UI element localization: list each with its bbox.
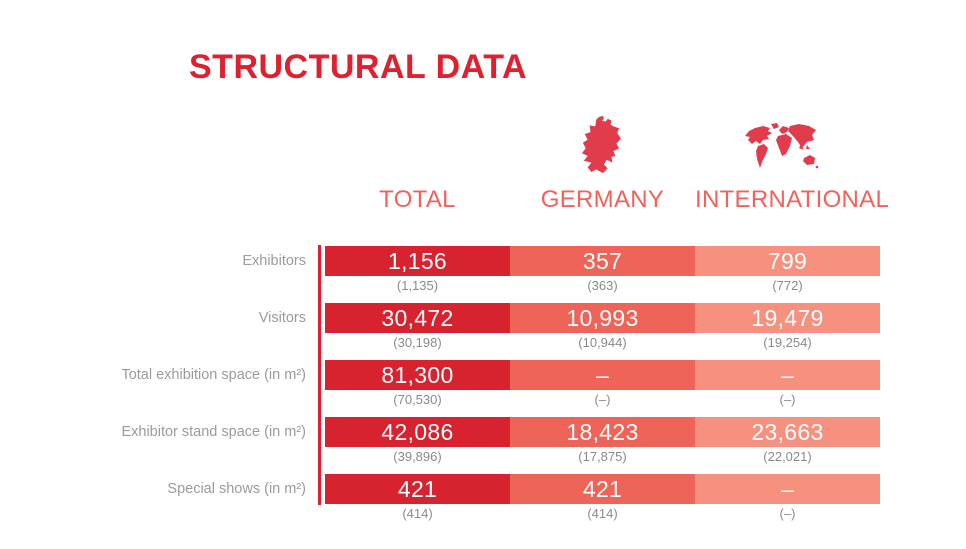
previous-value-international: (–): [779, 392, 796, 407]
previous-value-international: (22,021): [763, 449, 812, 464]
structural-data-table: Exhibitors 1,156 357 799 (1,135) (363) (…: [0, 245, 966, 531]
previous-value-germany: (17,875): [578, 449, 627, 464]
previous-value-germany: (363): [587, 278, 618, 293]
previous-value-international: (772): [772, 278, 803, 293]
previous-value-germany: (10,944): [578, 335, 627, 350]
page-title: STRUCTURAL DATA: [189, 48, 528, 86]
previous-value-international: (–): [779, 506, 796, 521]
world-map-icon: [740, 123, 820, 171]
previous-value-germany: (–): [594, 392, 611, 407]
row-label: Special shows (in m²): [167, 481, 306, 497]
value-bar: 1,156 357 799: [325, 246, 966, 276]
previous-value-total: (39,896): [393, 449, 442, 464]
previous-values: (1,135) (363) (772): [325, 276, 966, 295]
value-cell-total: 81,300: [325, 360, 510, 390]
value-bar: 30,472 10,993 19,479: [325, 303, 966, 333]
column-header-international: INTERNATIONAL: [695, 186, 890, 213]
column-header-total: TOTAL: [379, 186, 456, 213]
germany-map-icon: [580, 113, 622, 176]
previous-value-international: (19,254): [763, 335, 812, 350]
previous-value-total: (414): [402, 506, 433, 521]
previous-value-total: (1,135): [396, 278, 439, 293]
table-row-visitors: Visitors 30,472 10,993 19,479 (30,198) (…: [0, 303, 966, 352]
value-cell-germany: –: [510, 360, 695, 390]
value-cell-total: 421: [325, 474, 510, 504]
value-cell-germany: 421: [510, 474, 695, 504]
previous-value-germany: (414): [587, 506, 618, 521]
value-cell-germany: 357: [510, 246, 695, 276]
value-bar: 421 421 –: [325, 474, 966, 504]
value-cell-international: 19,479: [695, 303, 880, 333]
column-header-germany: GERMANY: [540, 186, 665, 213]
value-bar: 42,086 18,423 23,663: [325, 417, 966, 447]
row-label: Total exhibition space (in m²): [121, 367, 306, 383]
value-cell-total: 1,156: [325, 246, 510, 276]
table-row-total-exhibition-space: Total exhibition space (in m²) 81,300 – …: [0, 360, 966, 409]
value-cell-total: 42,086: [325, 417, 510, 447]
previous-value-total: (30,198): [393, 335, 442, 350]
value-cell-germany: 10,993: [510, 303, 695, 333]
previous-values: (70,530) (–) (–): [325, 390, 966, 409]
row-label: Exhibitors: [242, 253, 306, 269]
previous-values: (414) (414) (–): [325, 504, 966, 523]
value-cell-international: –: [695, 474, 880, 504]
value-cell-international: 799: [695, 246, 880, 276]
row-label: Exhibitor stand space (in m²): [121, 424, 306, 440]
value-cell-international: –: [695, 360, 880, 390]
previous-value-total: (70,530): [393, 392, 442, 407]
row-label: Visitors: [258, 310, 306, 326]
table-row-exhibitor-stand-space: Exhibitor stand space (in m²) 42,086 18,…: [0, 417, 966, 466]
table-row-special-shows: Special shows (in m²) 421 421 – (414) (4…: [0, 474, 966, 523]
value-bar: 81,300 – –: [325, 360, 966, 390]
table-axis-line: [318, 245, 321, 505]
value-cell-international: 23,663: [695, 417, 880, 447]
previous-values: (30,198) (10,944) (19,254): [325, 333, 966, 352]
table-row-exhibitors: Exhibitors 1,156 357 799 (1,135) (363) (…: [0, 246, 966, 295]
value-cell-germany: 18,423: [510, 417, 695, 447]
value-cell-total: 30,472: [325, 303, 510, 333]
previous-values: (39,896) (17,875) (22,021): [325, 447, 966, 466]
